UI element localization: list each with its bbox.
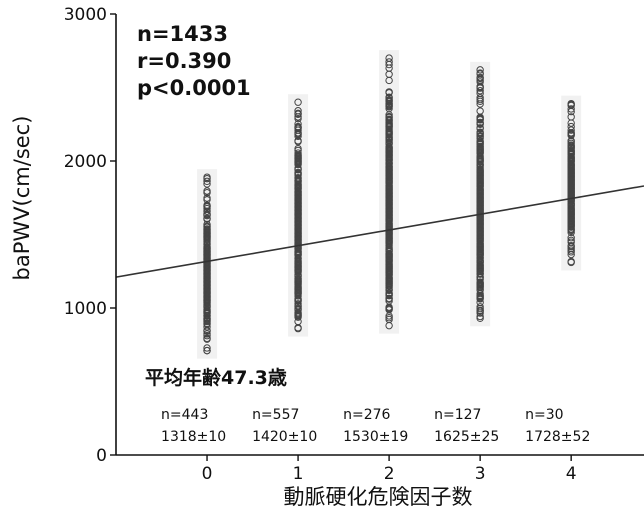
x-tick-label: 2 — [384, 464, 395, 484]
data-point — [476, 137, 484, 145]
group-n-label: n=276 — [343, 407, 390, 423]
group-mean-label: 1728±52 — [525, 429, 590, 445]
data-point — [567, 122, 575, 131]
stat-n: n=1433 — [137, 22, 228, 46]
data-point — [294, 174, 302, 182]
data-point — [203, 201, 211, 209]
data-point — [476, 94, 484, 102]
x-tick-label: 4 — [566, 464, 577, 484]
y-tick-label: 2000 — [64, 152, 107, 172]
y-tick-label: 3000 — [64, 5, 107, 25]
y-tick-label: 0 — [96, 446, 107, 466]
group-n-label: n=30 — [525, 407, 563, 423]
data-point — [567, 258, 575, 267]
group-n-label: n=557 — [252, 407, 299, 423]
data-point — [203, 210, 211, 218]
data-point — [385, 58, 393, 66]
data-point — [567, 105, 575, 113]
stat-p: p<0.0001 — [137, 76, 251, 100]
data-point — [294, 107, 302, 115]
group-mean-label: 1318±10 — [161, 429, 226, 445]
data-point — [385, 88, 393, 96]
data-point — [385, 294, 393, 302]
x-tick-label: 0 — [202, 464, 213, 484]
tick-labels: 0 1000 2000 3000 0 1 2 3 4 — [64, 5, 577, 484]
data-point — [476, 69, 484, 77]
data-point — [203, 330, 211, 338]
data-point — [567, 241, 575, 250]
data-point — [385, 93, 393, 101]
data-point — [476, 314, 484, 322]
group-mean-label: 1420±10 — [252, 429, 317, 445]
stat-r: r=0.390 — [137, 49, 231, 73]
data-point — [567, 126, 575, 134]
data-point — [385, 289, 393, 297]
data-point — [385, 321, 393, 330]
data-point — [294, 149, 302, 157]
data-point — [294, 122, 302, 131]
data-point — [203, 177, 211, 185]
mean-age-annotation: 平均年齢47.3歳 — [145, 366, 287, 389]
group-labels: n=443 1318±10 n=557 1420±10 n=276 1530±19 n=12… — [161, 407, 590, 445]
data-point — [476, 303, 484, 311]
data-point — [476, 118, 484, 127]
data-point — [203, 344, 211, 352]
x-tick-label: 1 — [293, 464, 304, 484]
data-point — [203, 214, 211, 223]
data-point — [294, 109, 302, 118]
data-point — [476, 87, 484, 95]
data-point — [203, 334, 211, 342]
data-point — [476, 124, 484, 132]
group-n-label: n=127 — [434, 407, 481, 423]
regression-line — [115, 185, 644, 278]
data-points — [203, 54, 575, 355]
data-point — [476, 73, 484, 82]
data-point — [294, 324, 302, 333]
y-tick-label: 1000 — [64, 299, 107, 319]
data-point — [567, 234, 575, 242]
data-point — [567, 236, 575, 245]
data-point — [476, 107, 484, 115]
data-point — [294, 120, 302, 128]
data-point — [476, 278, 484, 286]
data-point — [567, 113, 575, 121]
data-point — [294, 168, 302, 177]
group-n-label: n=443 — [161, 407, 208, 423]
y-axis-title: baPWV(cm/sec) — [10, 116, 34, 281]
data-point — [203, 173, 211, 181]
data-point — [567, 99, 575, 108]
x-axis-title: 動脈硬化危険因子数 — [284, 485, 473, 509]
data-point — [476, 66, 484, 74]
data-point — [476, 128, 484, 136]
data-point — [385, 54, 393, 62]
data-point — [294, 300, 302, 308]
data-point — [203, 194, 211, 202]
x-tick-label: 3 — [475, 464, 486, 484]
group-mean-label: 1625±25 — [434, 429, 499, 445]
data-point — [203, 346, 211, 355]
data-point — [294, 144, 302, 153]
group-mean-label: 1530±19 — [343, 429, 408, 445]
axes — [110, 13, 644, 461]
data-point — [203, 187, 211, 195]
data-point — [294, 98, 302, 106]
